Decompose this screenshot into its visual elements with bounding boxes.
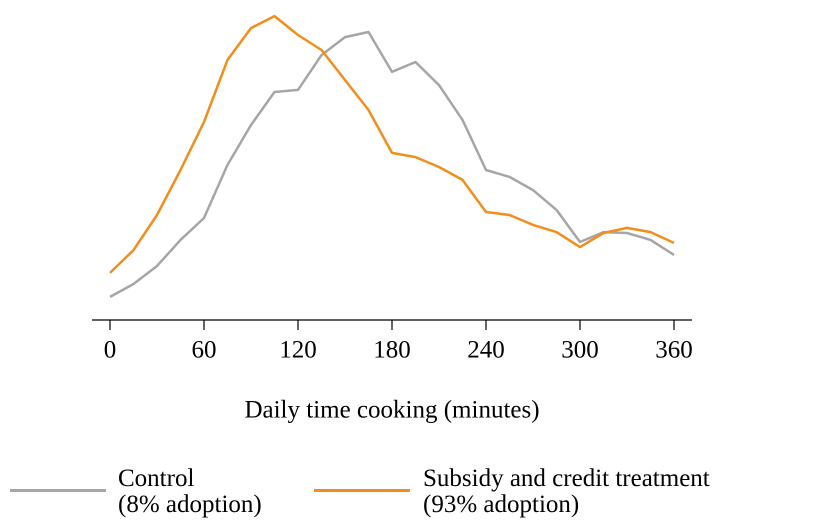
legend-swatch [10, 489, 106, 492]
x-axis-label: Daily time cooking (minutes) [244, 397, 539, 424]
legend-label: Control (8% adoption) [118, 465, 262, 518]
x-tick-label: 60 [192, 337, 217, 364]
line [109, 30, 675, 298]
x-tick-label: 120 [279, 337, 317, 364]
legend-label: Subsidy and credit treatment (93% adopti… [423, 465, 710, 518]
legend-swatch [314, 489, 410, 492]
x-tick-label: 240 [467, 337, 505, 364]
x-tick-label: 300 [561, 337, 599, 364]
x-tick-label: 360 [655, 337, 693, 364]
x-tick-label: 180 [373, 337, 411, 364]
x-tick-label: 0 [104, 337, 117, 364]
line [109, 14, 675, 274]
